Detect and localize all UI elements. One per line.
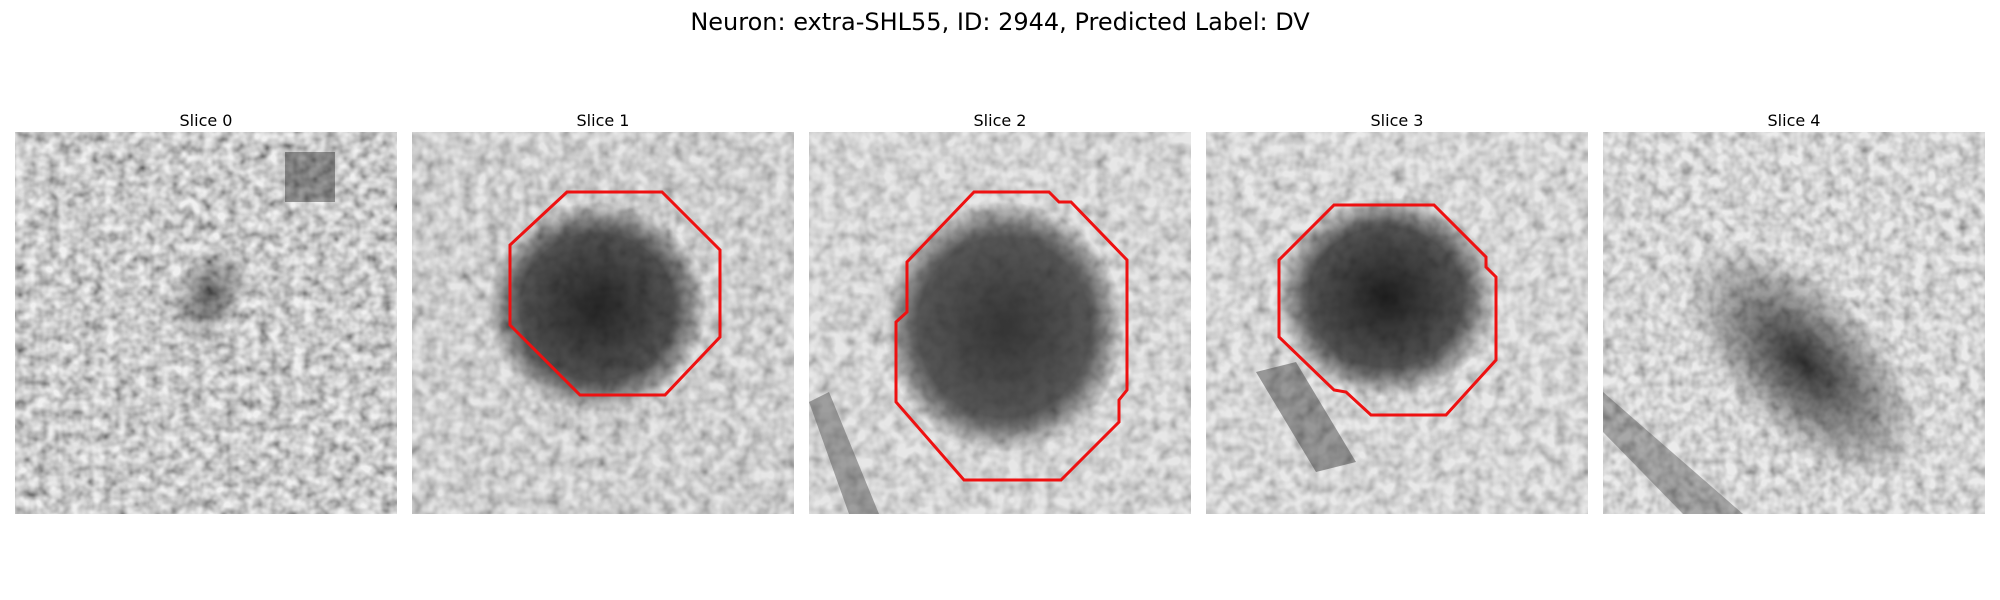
slice-title-4: Slice 4: [1767, 111, 1821, 130]
slice-image-4: [1603, 132, 1985, 514]
slice-image-2: [809, 132, 1191, 514]
slice-image-0: [15, 132, 397, 514]
slice-title-0: Slice 0: [179, 111, 233, 130]
slice-title-1: Slice 1: [576, 111, 630, 130]
slice-image-1: [412, 132, 794, 514]
slice-image-3: [1206, 132, 1588, 514]
slice-panel-1: Slice 1: [412, 110, 794, 514]
slice-panel-4: Slice 4: [1603, 110, 1985, 514]
slice-title-2: Slice 2: [973, 111, 1027, 130]
figure-title: Neuron: extra-SHL55, ID: 2944, Predicted…: [690, 8, 1310, 36]
contour-outline-1: [508, 190, 722, 397]
contour-outline-2: [894, 190, 1129, 482]
slice-panel-0: Slice 0: [15, 110, 397, 514]
slice-title-3: Slice 3: [1370, 111, 1424, 130]
contour-outline-3: [1277, 203, 1498, 417]
slice-panel-3: Slice 3: [1206, 110, 1588, 514]
slice-panel-2: Slice 2: [809, 110, 1191, 514]
